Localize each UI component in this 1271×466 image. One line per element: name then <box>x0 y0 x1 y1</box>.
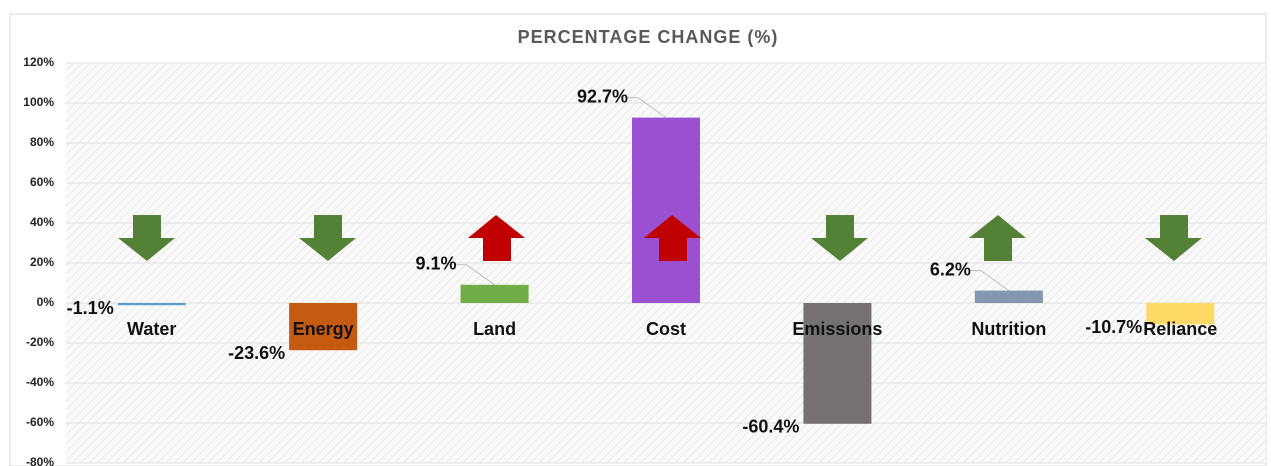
leader-line <box>456 264 495 286</box>
arrow-down <box>118 215 175 261</box>
bar <box>1146 303 1215 325</box>
value-label: -23.6% <box>228 343 285 363</box>
x-tick-label: Emissions <box>792 319 882 339</box>
value-label: 6.2% <box>930 259 971 279</box>
y-tick-label: 80% <box>30 135 54 149</box>
value-label: -60.4% <box>742 417 799 437</box>
arrow-down <box>299 215 356 261</box>
y-tick-label: 100% <box>23 95 54 109</box>
bar <box>117 303 186 306</box>
y-tick-label: 120% <box>23 55 54 69</box>
direction-arrows <box>118 215 1202 261</box>
x-tick-label: Nutrition <box>971 319 1046 339</box>
leader-line <box>970 270 1010 292</box>
labels: -80% -60% -40% -20% 0% 20% 40% 60% 80% 100% 120% Wa… <box>23 55 1217 466</box>
bar <box>974 290 1043 303</box>
leader-line <box>628 97 667 119</box>
x-tick-label: Land <box>473 319 516 339</box>
value-label: 9.1% <box>416 254 457 274</box>
bar <box>803 303 872 424</box>
arrow-down <box>811 215 868 261</box>
chart-title: PERCENTAGE CHANGE (%) <box>518 27 779 47</box>
x-tick-label: Cost <box>646 319 686 339</box>
y-tick-label: -80% <box>26 455 54 466</box>
x-tick-label: Water <box>127 319 176 339</box>
bar <box>632 117 700 303</box>
y-tick-label: 40% <box>30 215 54 229</box>
arrow-down <box>1145 215 1202 261</box>
bar <box>289 303 358 351</box>
arrow-up <box>969 215 1026 261</box>
y-tick-label: 20% <box>30 255 54 269</box>
x-tick-label: Reliance <box>1143 319 1217 339</box>
value-label: 92.7% <box>577 86 628 106</box>
y-tick-label: -20% <box>26 335 54 349</box>
x-tick-label: Energy <box>293 319 354 339</box>
value-label: -1.1% <box>67 298 114 318</box>
arrow-up <box>468 215 525 261</box>
y-tick-label: 60% <box>30 175 54 189</box>
y-tick-label: 0% <box>37 295 55 309</box>
bar <box>460 284 529 303</box>
arrow-up <box>644 215 701 261</box>
y-tick-label: -60% <box>26 415 54 429</box>
y-tick-label: -40% <box>26 375 54 389</box>
bars <box>117 117 1215 424</box>
value-label: -10.7% <box>1085 317 1142 337</box>
